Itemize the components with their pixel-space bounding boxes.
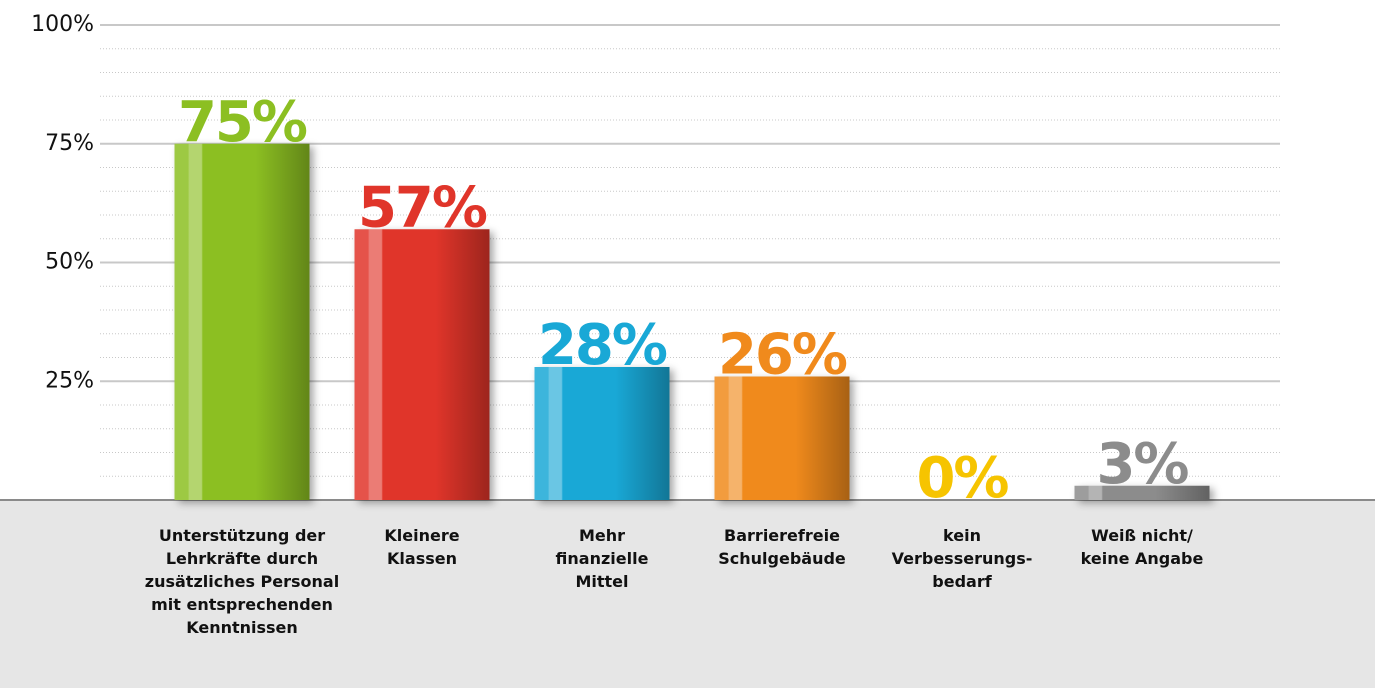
y-tick-label: 100% bbox=[31, 12, 94, 37]
bar bbox=[1074, 485, 1210, 500]
y-tick-label: 50% bbox=[45, 250, 94, 275]
bar bbox=[714, 376, 850, 500]
category-band bbox=[0, 500, 1375, 688]
value-label: 0% bbox=[916, 446, 1008, 511]
bar bbox=[534, 367, 670, 500]
x-tick-label: Unterstützung der Lehrkräfte durch zusät… bbox=[144, 526, 340, 637]
bar bbox=[174, 143, 310, 500]
bar bbox=[354, 229, 490, 500]
x-tick-label: Weiß nicht/ keine Angabe bbox=[1080, 526, 1204, 568]
value-label: 28% bbox=[538, 313, 667, 378]
value-label: 57% bbox=[358, 175, 487, 240]
x-tick-label: Mehr finanzielle Mittel bbox=[555, 526, 649, 591]
x-tick-label: Barrierefreie Schulgebäude bbox=[718, 526, 846, 568]
x-tick-label: Kleinere Klassen bbox=[384, 526, 460, 568]
value-label: 75% bbox=[178, 90, 307, 155]
y-tick-label: 75% bbox=[45, 131, 94, 156]
value-label: 26% bbox=[718, 323, 847, 388]
value-label: 3% bbox=[1096, 432, 1188, 497]
x-tick-label: kein Verbesserungs- bedarf bbox=[891, 526, 1033, 591]
y-tick-label: 25% bbox=[45, 368, 94, 393]
